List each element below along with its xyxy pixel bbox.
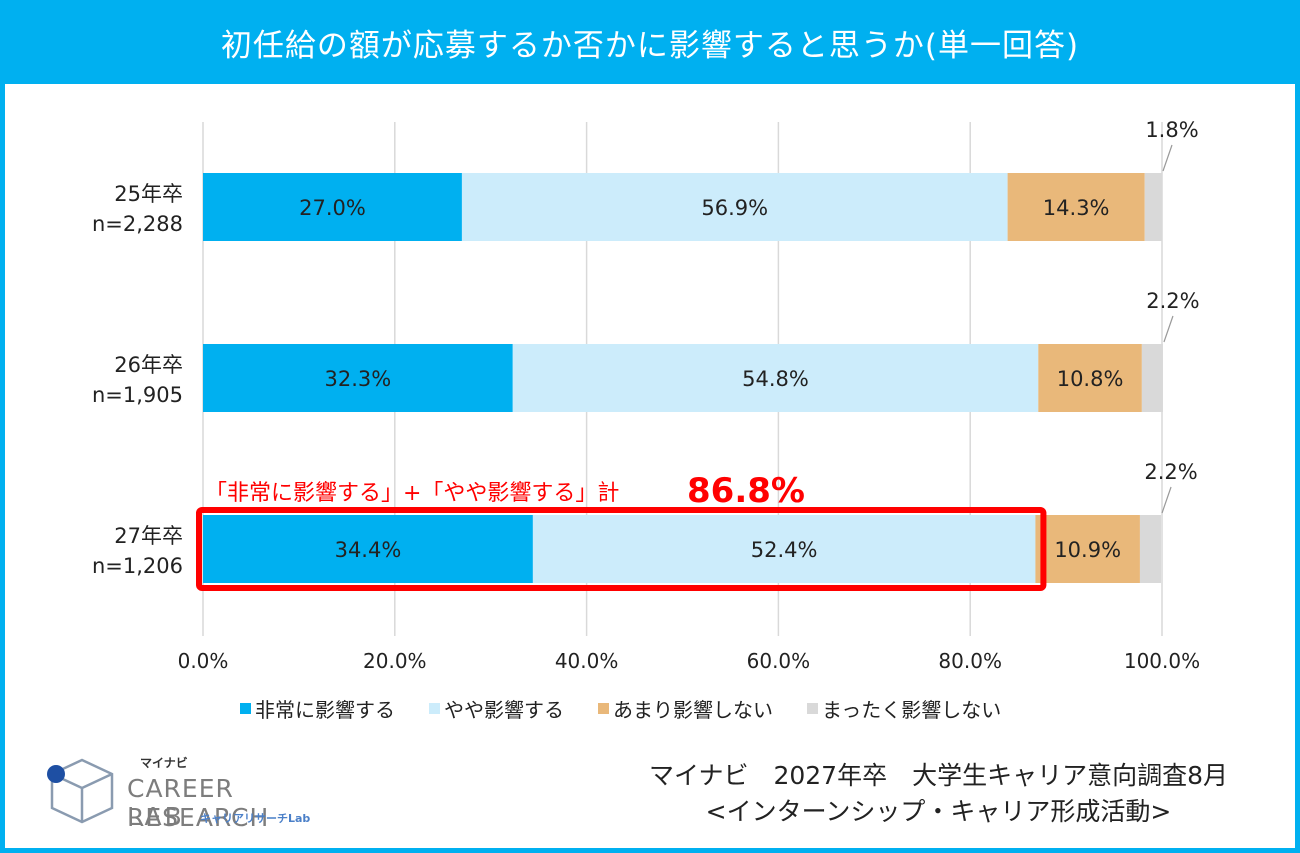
x-tick-label: 80.0% — [938, 649, 1002, 673]
bar-segment — [203, 515, 533, 583]
legend-item-not-at-all: まったく影響しない — [807, 694, 1001, 723]
x-tick-label: 100.0% — [1124, 649, 1200, 673]
legend-item-somewhat: やや影響する — [429, 694, 564, 723]
leader-line — [1162, 144, 1173, 172]
category-label: 26年卒 — [114, 353, 183, 377]
bar-segment — [1007, 173, 1145, 241]
x-tick-label: 40.0% — [555, 649, 619, 673]
highlight-box — [196, 507, 1047, 591]
bar-segment — [1141, 344, 1163, 412]
category-sample-size: n=1,905 — [92, 383, 183, 407]
data-label: 14.3% — [1043, 196, 1110, 220]
legend-swatch — [807, 703, 818, 714]
logo-text-main: CAREER RESEARCH — [127, 774, 270, 832]
logo-text-lab: LAB — [127, 802, 185, 831]
category-sample-size: n=1,206 — [92, 554, 183, 578]
highlight-value: 86.8% — [687, 471, 805, 511]
data-label: 10.8% — [1057, 367, 1124, 391]
legend-item-not-much: あまり影響しない — [598, 694, 773, 723]
source-line-2: <インターンシップ・キャリア形成活動> — [705, 797, 1172, 826]
career-research-lab-logo: マイナビ CAREER RESEARCH LAB キャリアリサーチLab — [40, 752, 380, 832]
x-tick-label: 0.0% — [178, 649, 229, 673]
highlight-caption: 「非常に影響する」+「やや影響する」計 — [205, 481, 619, 506]
bar-segment — [1035, 515, 1140, 583]
data-label: 32.3% — [325, 367, 392, 391]
category-label: 27年卒 — [114, 524, 183, 548]
leader-line — [1163, 315, 1174, 343]
bar-segment — [1038, 344, 1142, 412]
bar-segment — [1144, 173, 1162, 241]
legend-item-very: 非常に影響する — [240, 694, 395, 723]
source-line-1: マイナビ 2027年卒 大学生キャリア意向調査8月 — [648, 761, 1228, 790]
legend-swatch — [429, 703, 440, 714]
data-label: 1.8% — [1145, 118, 1198, 142]
x-tick-label: 20.0% — [363, 649, 427, 673]
legend-label: まったく影響しない — [822, 698, 1002, 722]
category-label: 25年卒 — [114, 182, 183, 206]
bar-segment — [203, 173, 462, 241]
data-label: 2.2% — [1144, 460, 1197, 484]
legend-label: あまり影響しない — [613, 698, 773, 722]
bar-segment — [203, 344, 513, 412]
source-note: マイナビ 2027年卒 大学生キャリア意向調査8月 <インターンシップ・キャリア… — [649, 758, 1228, 830]
category-sample-size: n=2,288 — [92, 212, 183, 236]
legend-label: やや影響する — [444, 698, 564, 722]
leader-line — [1161, 486, 1172, 514]
legend-swatch — [240, 703, 251, 714]
chart-title: 初任給の額が応募するか否かに影響すると思うか(単一回答) — [0, 0, 1300, 84]
logo-cube-icon — [47, 758, 114, 824]
legend-label: 非常に影響する — [255, 698, 395, 722]
bar-segment — [461, 173, 1008, 241]
x-tick-label: 60.0% — [747, 649, 811, 673]
data-label: 56.9% — [701, 196, 768, 220]
data-label: 10.9% — [1054, 538, 1121, 562]
bar-segment — [532, 515, 1036, 583]
data-label: 34.4% — [335, 538, 402, 562]
logo-kana-sub: キャリアリサーチLab — [200, 812, 311, 825]
logo-kana-top: マイナビ — [140, 756, 188, 770]
data-label: 54.8% — [742, 367, 809, 391]
data-label: 27.0% — [299, 196, 366, 220]
data-label: 2.2% — [1146, 289, 1199, 313]
chart-legend: 非常に影響する やや影響する あまり影響しない まったく影響しない — [240, 694, 1001, 723]
legend-swatch — [598, 703, 609, 714]
bar-segment — [1139, 515, 1162, 583]
bar-segment — [512, 344, 1039, 412]
data-label: 52.4% — [751, 538, 818, 562]
